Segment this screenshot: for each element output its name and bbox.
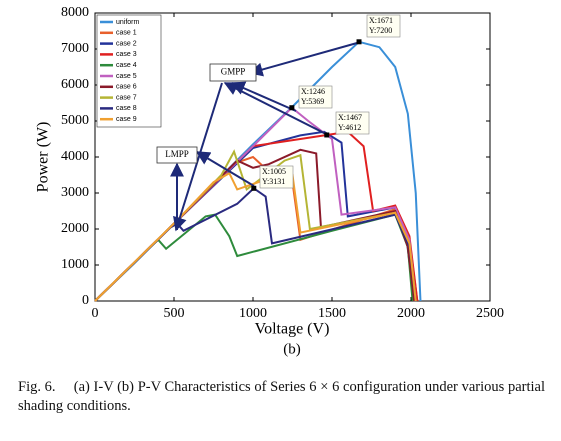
series-line (94, 171, 417, 302)
data-tip-box (298, 85, 333, 109)
x-tick-label: 500 (164, 306, 185, 321)
y-tick-label: 7000 (61, 41, 89, 56)
legend-label: case 3 (116, 51, 137, 58)
data-tip-box (335, 111, 370, 135)
y-tick-label: 0 (82, 293, 89, 308)
data-tip-text: X:1005 (262, 167, 286, 176)
x-axis-label: Voltage (V) (255, 321, 330, 338)
x-tick-label: 2000 (397, 306, 425, 321)
legend-label: case 2 (116, 40, 137, 47)
y-axis-label: Power (W) (35, 122, 52, 193)
data-tip-text: Y:3131 (262, 177, 285, 186)
series-line (94, 106, 417, 302)
legend-label: case 1 (116, 30, 137, 37)
legend-label: case 4 (116, 62, 137, 69)
caption: Fig. 6. (a) I-V (b) P-V Characteristics … (18, 379, 545, 414)
sub-label: (b) (283, 341, 301, 357)
data-tip-box (366, 14, 401, 38)
arrow (223, 82, 327, 135)
data-tip-marker (289, 105, 295, 111)
data-tip-box (259, 165, 294, 189)
data-tip-text: X:1467 (338, 113, 362, 122)
callout-label: LMPP (165, 149, 189, 159)
arrow (195, 151, 255, 187)
legend-label: uniform (116, 19, 140, 26)
chart: Voltage (V) Power (W) (b) 0 500 1000 1500 20… (35, 5, 504, 357)
y-tick-label: 4000 (61, 149, 89, 164)
legend-label: case 5 (116, 73, 137, 80)
data-tip-text: X:1246 (301, 87, 325, 96)
arrow (230, 81, 297, 112)
y-tick-label: 3000 (61, 185, 89, 200)
x-tick-label: 0 (92, 306, 99, 321)
y-tick-label: 1000 (61, 257, 89, 272)
legend-label: case 7 (116, 94, 137, 101)
series-line (94, 186, 417, 302)
y-tick-label: 8000 (61, 5, 89, 20)
data-tip-text: Y:5369 (301, 97, 324, 106)
callout-label: GMPP (221, 67, 246, 77)
y-tick-label: 6000 (61, 77, 89, 92)
arrow (248, 42, 358, 77)
y-tick-label: 2000 (61, 221, 89, 236)
callout-box (209, 63, 257, 82)
legend-label: case 9 (116, 116, 137, 123)
series-line (94, 148, 416, 302)
data-tip-marker (356, 39, 362, 45)
x-tick-label: 2500 (476, 306, 504, 321)
data-tip-marker (324, 132, 330, 138)
x-tick-label: 1500 (318, 306, 346, 321)
data-tip-text: Y:4612 (338, 123, 361, 132)
data-tip-text: Y:7200 (369, 26, 392, 35)
data-tip-text: X:1671 (369, 16, 393, 25)
legend-label: case 6 (116, 84, 137, 91)
series-line (94, 213, 414, 302)
legend-label: case 8 (116, 105, 137, 112)
x-tick-label: 1000 (239, 306, 267, 321)
data-tip-marker (251, 185, 257, 191)
y-tick-label: 5000 (61, 113, 89, 128)
callout-box (156, 146, 198, 164)
